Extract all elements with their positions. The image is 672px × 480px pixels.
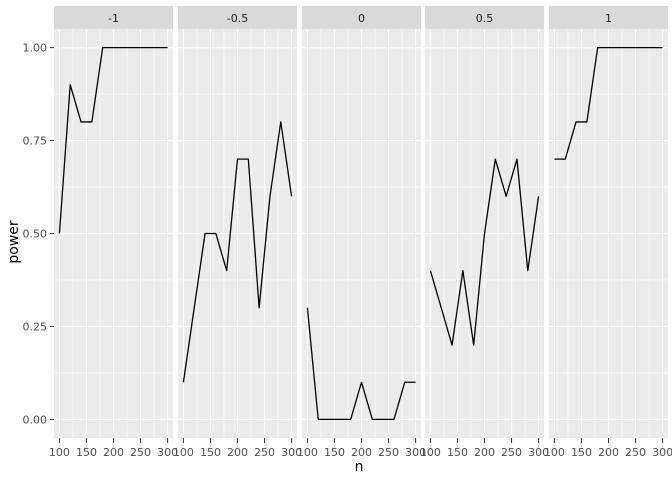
facet-panels: -1 100 150 200 250 300 -0.5 100 150 200 250 300 0 100… xyxy=(49,6,672,459)
x-tick-label: 150 xyxy=(76,446,97,459)
x-tick-label: 150 xyxy=(447,446,468,459)
x-tick-label: 300 xyxy=(281,446,302,459)
x-tick-label: 300 xyxy=(405,446,426,459)
facet-panel: -0.5 100 150 200 250 300 xyxy=(173,6,302,459)
facet-panel: 1 100 150 200 250 300 xyxy=(544,6,672,459)
x-tick-label: 300 xyxy=(528,446,549,459)
facet-strip xyxy=(54,6,173,29)
x-tick-label: 250 xyxy=(501,446,522,459)
facet-panel: -1 100 150 200 250 300 xyxy=(49,6,178,459)
x-tick-label: 100 xyxy=(544,446,565,459)
y-tick-label: 0.50 xyxy=(23,228,48,241)
x-tick-label: 200 xyxy=(227,446,248,459)
series-line xyxy=(306,307,416,421)
x-tick-label: 100 xyxy=(297,446,318,459)
facet-strip-label: 1 xyxy=(605,12,612,25)
series-line xyxy=(429,158,540,346)
y-tick-label: 1.00 xyxy=(23,42,48,55)
x-tick-label: 100 xyxy=(49,446,70,459)
x-tick-label: 300 xyxy=(652,446,672,459)
series-line xyxy=(58,46,168,234)
y-axis: 0.00 0.25 0.50 0.75 1.00 xyxy=(23,42,54,426)
facet-strip-label: 0.5 xyxy=(476,12,494,25)
x-tick-label: 200 xyxy=(103,446,124,459)
y-tick-label: 0.00 xyxy=(23,413,48,426)
x-tick-label: 300 xyxy=(157,446,178,459)
facet-strip xyxy=(178,6,297,29)
facet-panel: 0 100 150 200 250 300 xyxy=(297,6,426,459)
facet-strip-label: -1 xyxy=(108,12,119,25)
x-tick-label: 150 xyxy=(324,446,345,459)
y-axis-title: power xyxy=(6,220,22,264)
x-tick-label: 200 xyxy=(598,446,619,459)
facet-strip-label: -0.5 xyxy=(227,12,248,25)
x-axis-title: n xyxy=(355,459,364,475)
x-tick-label: 100 xyxy=(173,446,194,459)
x-tick-label: 200 xyxy=(351,446,372,459)
x-tick-label: 150 xyxy=(200,446,221,459)
x-tick-label: 250 xyxy=(130,446,151,459)
y-tick-label: 0.75 xyxy=(23,135,48,148)
facet-strip xyxy=(302,6,421,29)
series-line xyxy=(554,46,663,160)
facet-panel: 0.5 100 150 200 250 300 xyxy=(420,6,549,459)
x-tick-label: 250 xyxy=(625,446,646,459)
series-line xyxy=(182,121,293,383)
x-tick-label: 150 xyxy=(571,446,592,459)
x-tick-label: 250 xyxy=(254,446,275,459)
x-tick-label: 200 xyxy=(474,446,495,459)
facet-strip xyxy=(549,6,668,29)
y-tick-label: 0.25 xyxy=(23,320,48,333)
facet-strip xyxy=(425,6,544,29)
facet-strip-label: 0 xyxy=(358,12,365,25)
x-tick-label: 100 xyxy=(420,446,441,459)
x-tick-label: 250 xyxy=(378,446,399,459)
